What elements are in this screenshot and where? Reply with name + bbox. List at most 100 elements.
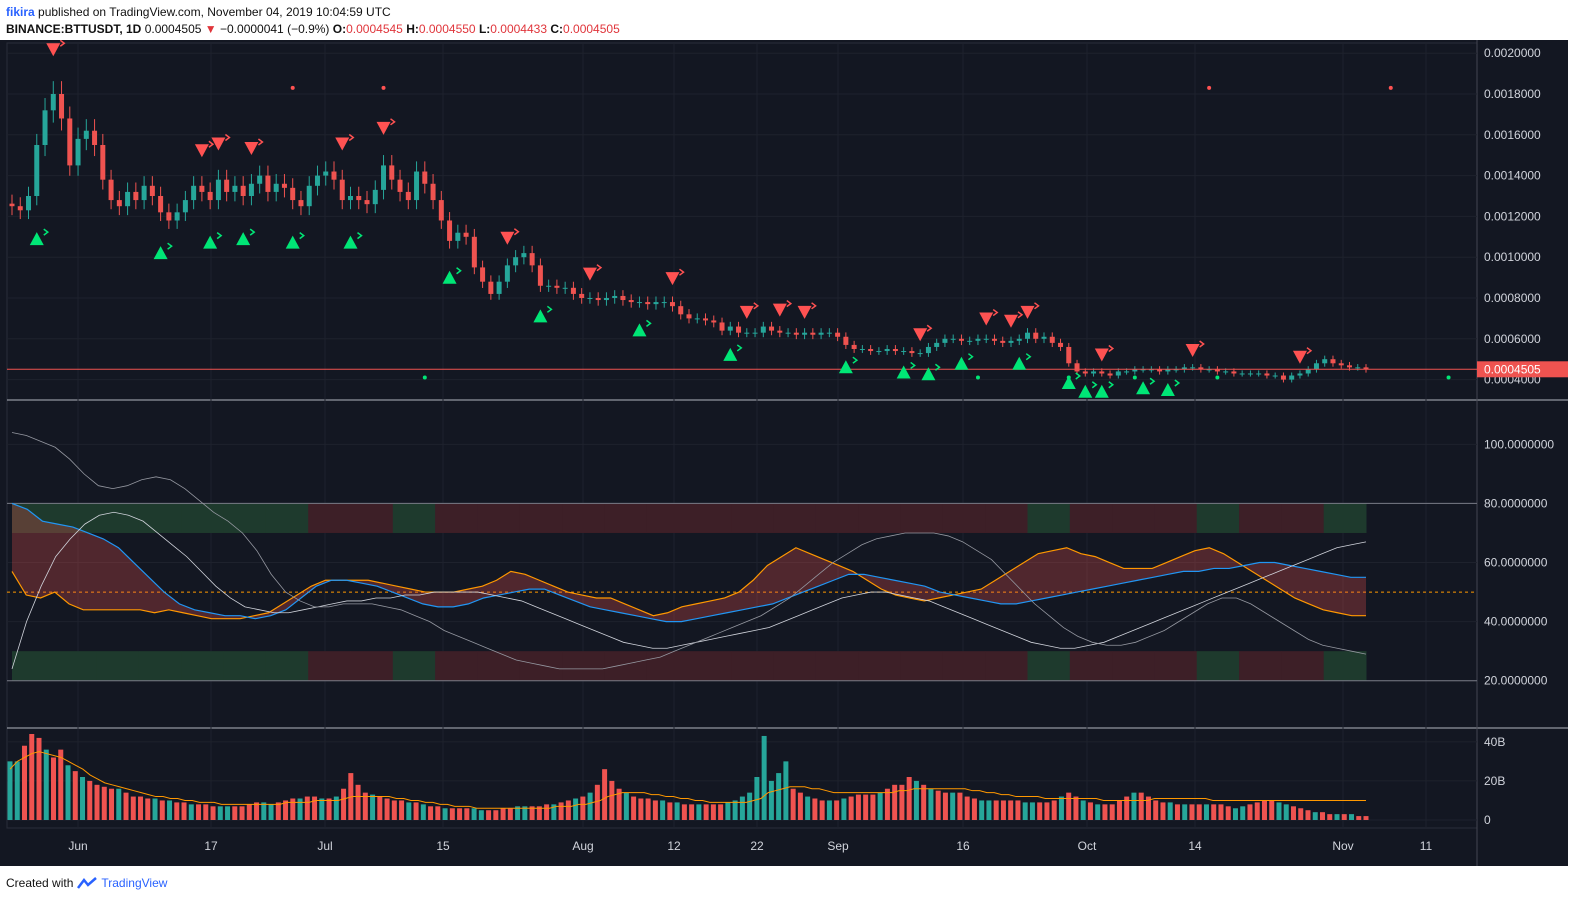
candle-body bbox=[521, 253, 527, 258]
author-link[interactable]: fikira bbox=[6, 5, 35, 19]
y-tick-label: 20B bbox=[1484, 774, 1505, 788]
candle-body bbox=[653, 302, 659, 305]
sell-chevron-icon bbox=[59, 40, 66, 47]
buy-chevron-icon bbox=[43, 228, 50, 236]
buy-chevron-icon bbox=[249, 228, 256, 236]
volume-bar bbox=[573, 798, 579, 820]
volume-bar bbox=[892, 784, 898, 820]
candle-body bbox=[9, 203, 15, 207]
candle-body bbox=[17, 206, 23, 211]
buy-chevron-icon bbox=[1091, 381, 1098, 389]
lower-zone-segment bbox=[689, 651, 732, 681]
candle-body bbox=[50, 94, 56, 111]
lower-zone-segment bbox=[12, 651, 55, 681]
volume-bar bbox=[580, 796, 586, 820]
volume-bar bbox=[159, 800, 165, 820]
candle-body bbox=[983, 338, 989, 340]
candle-body bbox=[1000, 340, 1006, 343]
volume-bar bbox=[529, 806, 535, 820]
sell-signal-triangle bbox=[1292, 350, 1307, 364]
candle-body bbox=[570, 287, 576, 294]
candle-body bbox=[496, 281, 502, 294]
sell-chevron-icon bbox=[753, 302, 760, 310]
x-tick-label: 16 bbox=[956, 839, 970, 853]
sell-dot bbox=[1207, 85, 1212, 90]
volume-bar bbox=[319, 798, 325, 820]
buy-dot bbox=[1446, 375, 1451, 380]
oscillator-fill bbox=[12, 503, 1366, 622]
buy-chevron-icon bbox=[1075, 372, 1082, 380]
buy-signal-triangle bbox=[632, 323, 647, 337]
sell-signal-triangle bbox=[211, 137, 226, 151]
candle-body bbox=[356, 196, 362, 201]
upper-zone-segment bbox=[519, 503, 563, 533]
volume-bar bbox=[1124, 796, 1130, 820]
candle-body bbox=[669, 302, 675, 307]
buy-signal-triangle bbox=[236, 232, 251, 246]
buy-signal-triangle bbox=[838, 360, 853, 374]
chart-canvas[interactable]: Jun 17 Jul 15 Aug 12 22 Sep 16 Oct 14 Nov 11 0.002000… bbox=[0, 40, 1568, 870]
buy-chevron-icon bbox=[1025, 353, 1032, 361]
volume-bar bbox=[1276, 802, 1282, 820]
sell-chevron-icon bbox=[1034, 302, 1040, 310]
candle-body bbox=[1016, 338, 1022, 341]
y-tick-label: 0 bbox=[1484, 813, 1491, 827]
volume-bar bbox=[1044, 802, 1050, 820]
sell-signal-triangle bbox=[335, 137, 350, 151]
x-tick-label: Nov bbox=[1332, 839, 1353, 853]
candle-body bbox=[744, 332, 750, 334]
volume-bar bbox=[428, 806, 434, 820]
volume-bar bbox=[899, 784, 905, 820]
volume-bar bbox=[805, 796, 811, 820]
candle-body bbox=[595, 298, 601, 301]
upper-zone-segment bbox=[1154, 503, 1198, 533]
candle-body bbox=[1173, 369, 1179, 371]
upper-zone-segment bbox=[308, 503, 351, 533]
volume-bar bbox=[174, 802, 180, 820]
sell-signal-triangle bbox=[797, 305, 812, 319]
y-tick-label: 20.0000000 bbox=[1484, 674, 1548, 688]
upper-zone-segment bbox=[942, 503, 986, 533]
candle-body bbox=[760, 326, 766, 333]
symbol-label[interactable]: BINANCE:BTTUSDT, 1D bbox=[6, 22, 142, 36]
candle-body bbox=[463, 232, 469, 237]
volume-bar bbox=[304, 796, 310, 820]
candle-body bbox=[1041, 336, 1047, 339]
volume-bar bbox=[203, 804, 209, 820]
candle-body bbox=[364, 200, 370, 205]
candle-body bbox=[628, 300, 634, 303]
sell-dot bbox=[290, 85, 295, 90]
volume-bar bbox=[1283, 804, 1289, 820]
lower-zone-segment bbox=[562, 651, 605, 681]
candle-body bbox=[248, 183, 254, 196]
upper-zone-segment bbox=[1281, 503, 1325, 533]
change-value: −0.0000041 (−0.9%) bbox=[220, 22, 330, 36]
candle-body bbox=[1198, 367, 1204, 370]
volume-bar bbox=[413, 802, 419, 820]
close-value: 0.0004505 bbox=[563, 22, 620, 36]
high-label: H: bbox=[406, 22, 419, 36]
sell-chevron-icon bbox=[257, 138, 264, 146]
buy-signal-triangle bbox=[921, 367, 936, 381]
buy-chevron-icon bbox=[852, 356, 859, 364]
lower-zone-segment bbox=[604, 651, 648, 681]
volume-bar bbox=[101, 786, 107, 820]
upper-zone-segment bbox=[350, 503, 394, 533]
tradingview-brand-link[interactable]: TradingView bbox=[101, 876, 168, 890]
volume-bar bbox=[906, 777, 912, 820]
upper-zone-segment bbox=[12, 503, 55, 533]
volume-bar bbox=[1182, 804, 1188, 820]
candle-body bbox=[389, 165, 395, 180]
upper-zone-segment bbox=[689, 503, 732, 533]
volume-bar bbox=[1348, 814, 1354, 820]
down-arrow-icon: ▼ bbox=[204, 22, 217, 36]
volume-bar bbox=[819, 800, 825, 820]
volume-bar bbox=[761, 735, 767, 820]
candle-body bbox=[818, 332, 824, 335]
candle-body bbox=[554, 285, 560, 288]
sell-chevron-icon bbox=[208, 140, 215, 148]
volume-bar bbox=[921, 784, 927, 820]
lower-zone-segment bbox=[223, 651, 267, 681]
buy-signal-triangle bbox=[954, 356, 969, 370]
volume-bar bbox=[1073, 796, 1079, 820]
